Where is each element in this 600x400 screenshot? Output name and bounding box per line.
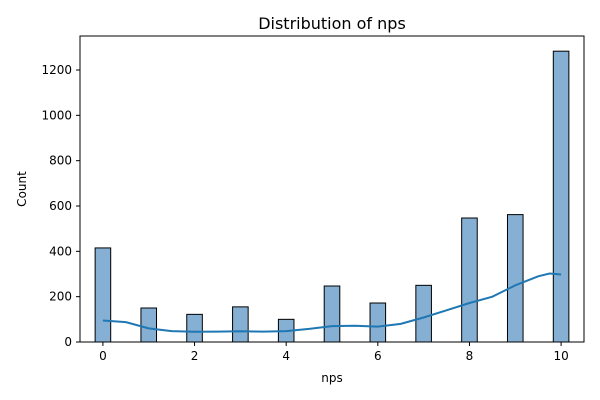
y-tick-label: 800 [49,154,72,168]
histogram-bar-5 [323,285,341,343]
x-axis-ticks: 0 2 4 6 8 10 [99,342,569,363]
histogram-bar-10 [552,50,570,343]
x-tick-label: 8 [466,349,474,363]
histogram-bar-1 [140,307,158,343]
y-axis-label: Count [15,171,29,207]
histogram-bar-9 [506,214,524,343]
histogram-bar-6 [369,302,387,343]
kde-line [102,272,562,333]
x-tick-label: 0 [99,349,107,363]
y-tick-label: 400 [49,244,72,258]
y-tick-label: 600 [49,199,72,213]
bars-group [94,50,570,343]
x-axis-label: nps [321,371,342,385]
histogram-bar-3 [232,306,249,343]
histogram-bar-0 [94,247,112,343]
x-tick-label: 10 [553,349,568,363]
chart-title: Distribution of nps [258,14,406,33]
y-tick-label: 0 [64,335,72,349]
histogram-bar-2 [186,313,203,343]
x-tick-label: 4 [282,349,290,363]
x-tick-label: 2 [191,349,199,363]
histogram-bar-8 [461,217,478,343]
plot-frame [79,35,585,343]
y-tick-label: 1000 [41,108,72,122]
x-tick-label: 6 [374,349,382,363]
y-tick-label: 1200 [41,63,72,77]
histogram-bar-7 [415,284,432,343]
y-axis-ticks: 0 200 400 600 800 1000 1200 [41,63,80,349]
y-tick-label: 200 [49,290,72,304]
